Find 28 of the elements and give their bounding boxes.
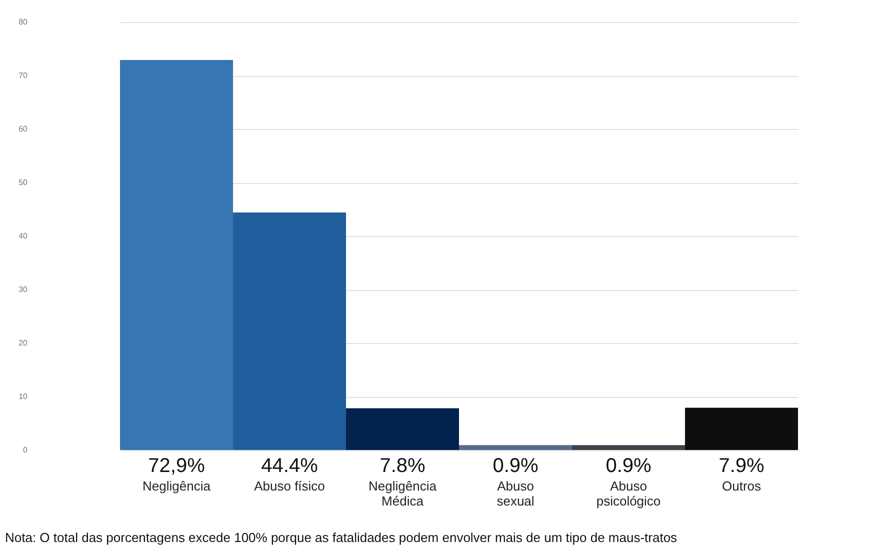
y-tick-label: 70 [18, 71, 28, 80]
text: Nota: O total das porcentagens excede 100% porque as fatalidades podem envolver mais de um tipo de maus-tratos [5, 530, 678, 545]
y-tick-label: 60 [18, 124, 28, 134]
x-tick-label: Negligência [142, 478, 212, 494]
data-label: 72,9% [148, 455, 206, 477]
bar [572, 445, 685, 450]
x-tick-label: Abuso sexual [496, 478, 534, 508]
y-tick-label: 0 [23, 446, 28, 454]
y-tick-label: 10 [18, 392, 28, 401]
x-tick-label: Abuso físico [254, 478, 325, 494]
bar [685, 408, 798, 450]
data-label: 7.9% [718, 455, 765, 477]
bar [233, 212, 346, 450]
bar [120, 60, 233, 450]
x-tick-label: Negligência Médica [368, 478, 438, 508]
bar [459, 445, 572, 450]
y-tick-label: 80 [18, 18, 28, 26]
y-tick-label: 40 [18, 232, 28, 240]
data-label: 7.8% [380, 455, 426, 477]
x-tick-label: Abuso psicológico [596, 478, 661, 508]
data-label: 0.9% [606, 455, 652, 477]
y-tick-label: 50 [18, 178, 28, 187]
y-tick-label: 20 [18, 338, 28, 348]
x-tick-label: Outros [722, 478, 762, 494]
bar [346, 408, 459, 450]
data-label: 0.9% [492, 455, 539, 477]
y-tick-label: 30 [18, 285, 28, 294]
data-label: 44.4% [261, 455, 318, 477]
